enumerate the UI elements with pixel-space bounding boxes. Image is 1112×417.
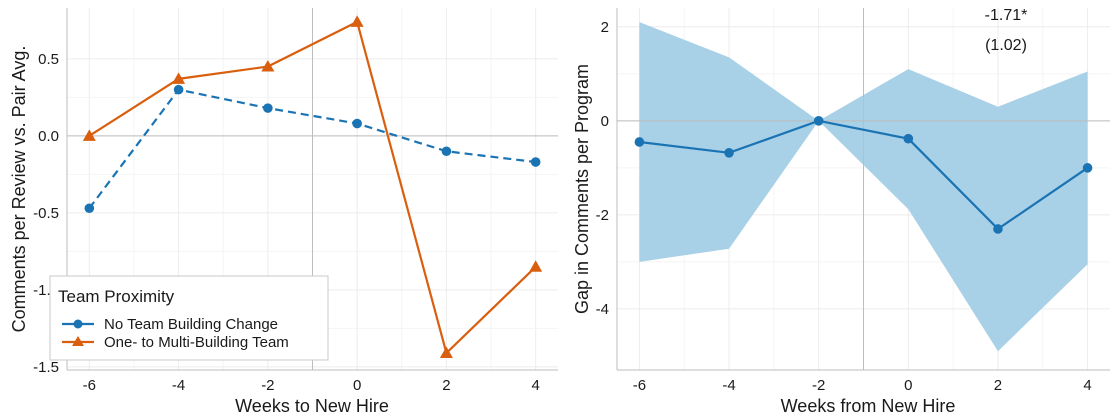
x-tick-label: 4: [532, 377, 540, 394]
right-confidence-band-group: [639, 22, 1088, 352]
x-tick-label: 2: [994, 377, 1002, 394]
x-tick-label: -6: [83, 377, 96, 394]
legend-box: [49, 275, 329, 361]
x-tick-label: -4: [172, 377, 185, 394]
left-series-group: [82, 15, 543, 359]
x-tick-label: -2: [812, 377, 825, 394]
y-tick-label: -1.5: [33, 359, 59, 376]
data-point-circle: [441, 146, 452, 157]
y-tick-label: 0: [601, 113, 609, 130]
legend-item-one-to-multi-building-team: One- to Multi-Building Team: [62, 334, 289, 351]
data-point-circle: [263, 103, 273, 113]
data-point-circle: [903, 133, 914, 144]
data-point-circle: [173, 84, 184, 95]
legend-title: Team Proximity: [58, 287, 175, 306]
y-tick-label: 0.5: [38, 51, 59, 68]
legend-swatch-marker: [72, 336, 84, 346]
right-y-tick-labels: -4 -2 0 2: [596, 19, 609, 318]
right-x-axis-title: Weeks from New Hire: [781, 396, 956, 416]
y-tick-label: -2: [596, 207, 609, 224]
estimate-annotation: -1.71*: [985, 7, 1028, 24]
right-x-tick-labels: -6 -4 -2 0 2 4: [633, 377, 1092, 394]
series-line: [88, 20, 537, 356]
x-tick-label: -4: [722, 377, 735, 394]
data-point-circle: [84, 203, 95, 214]
x-tick-label: 4: [1083, 377, 1091, 394]
y-tick-label: 2: [601, 19, 609, 36]
x-tick-label: 0: [353, 377, 361, 394]
legend-label: One- to Multi-Building Team: [104, 334, 289, 351]
legend-label: No Team Building Change: [104, 316, 278, 333]
right-series-group: [634, 116, 1093, 234]
right-panel: -6 -4 -2 0 2 4 -4 -2 0 2 Weeks from New Hire Gap…: [572, 7, 1110, 416]
x-tick-label: 2: [442, 377, 450, 394]
legend-swatch-marker: [73, 319, 83, 329]
legend: Team Proximity No Team Building Change O…: [49, 275, 329, 361]
data-point-circle: [634, 137, 645, 147]
data-point-circle: [1082, 163, 1093, 173]
left-x-axis-title: Weeks to New Hire: [235, 396, 389, 416]
right-reference-lines: [617, 8, 1110, 370]
y-tick-label: 0.0: [38, 128, 59, 145]
y-tick-label: -4: [596, 301, 609, 318]
y-tick-label: -0.5: [33, 205, 59, 222]
data-point-circle: [813, 116, 824, 126]
data-point-triangle: [82, 129, 96, 141]
right-y-axis-title: Gap in Comments per Program: [572, 64, 592, 314]
data-point-triangle: [350, 15, 364, 27]
left-x-tick-labels: -6 -4 -2 0 2 4: [83, 377, 540, 394]
x-tick-label: -6: [633, 377, 646, 394]
series-line: [88, 88, 536, 209]
legend-item-no-team-building-change: No Team Building Change: [62, 316, 278, 333]
x-tick-label: 0: [904, 377, 912, 394]
data-point-circle: [724, 148, 734, 158]
left-y-axis-title: Comments per Review vs. Pair Avg.: [9, 46, 29, 333]
series-line: [639, 119, 1089, 231]
standard-error-annotation: (1.02): [985, 37, 1027, 54]
confidence-band: [639, 22, 1088, 352]
data-point-triangle: [529, 260, 543, 272]
data-point-triangle: [261, 60, 275, 72]
data-point-triangle: [439, 346, 453, 359]
data-point-circle: [993, 224, 1003, 234]
data-point-circle: [530, 157, 541, 167]
data-point-circle: [352, 118, 362, 129]
data-point-triangle: [172, 72, 186, 84]
left-panel: -6 -4 -2 0 2 4 -1.5-1.0-0.50.00.5 Weeks to Ne…: [9, 8, 558, 416]
x-tick-label: -2: [261, 377, 274, 394]
